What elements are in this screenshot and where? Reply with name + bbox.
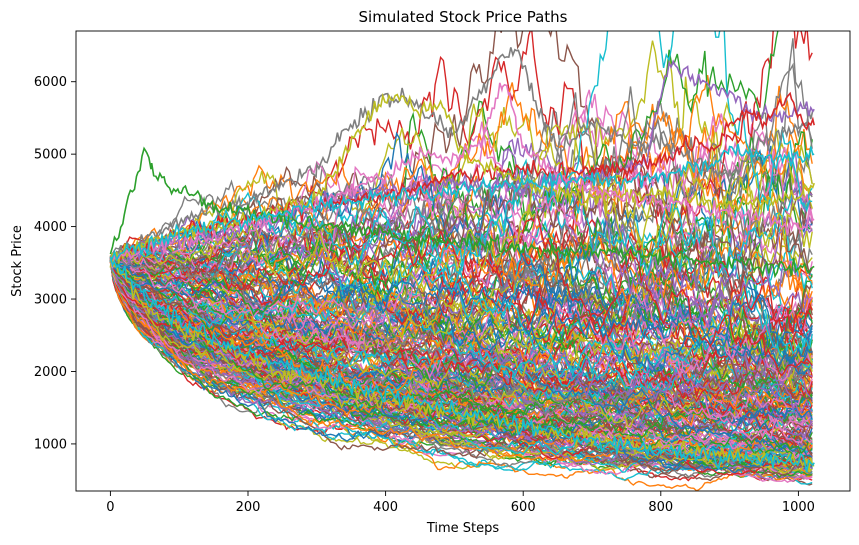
x-tick-label: 400 — [373, 500, 398, 515]
y-tick-label: 5000 — [34, 148, 67, 163]
plot-frame — [75, 30, 851, 492]
x-tick-label: 1000 — [782, 500, 815, 515]
price-path-line — [109, 255, 813, 382]
price-path-line-extreme — [109, 256, 815, 473]
price-path-line-extreme — [110, 59, 815, 264]
price-path-line — [109, 257, 813, 425]
price-path-line — [109, 258, 813, 456]
y-axis-title: Stock Price — [10, 225, 25, 297]
price-path-line — [109, 258, 813, 403]
price-path-line — [110, 31, 813, 260]
x-tick-label: 800 — [648, 500, 673, 515]
price-path-line — [109, 259, 813, 379]
price-path-line — [109, 82, 813, 258]
price-path-line — [109, 260, 813, 419]
price-path-line — [110, 180, 813, 278]
price-path-line — [109, 259, 813, 470]
y-tick-label: 4000 — [34, 220, 67, 235]
x-axis: 0 200 400 600 800 1000 — [106, 491, 815, 515]
price-path-line-extreme — [109, 91, 815, 267]
x-tick-label: 200 — [236, 500, 261, 515]
y-tick-label: 2000 — [34, 365, 67, 380]
y-tick-label: 6000 — [34, 75, 67, 90]
price-path-line — [109, 260, 813, 374]
x-tick-label: 0 — [106, 500, 114, 515]
price-path-line-extreme — [109, 82, 815, 268]
price-path-line — [110, 62, 813, 281]
price-path-line — [109, 113, 813, 265]
y-tick-label: 1000 — [34, 437, 67, 452]
price-path-line — [109, 256, 813, 443]
x-tick-label: 600 — [511, 500, 536, 515]
series-layer — [109, 31, 815, 491]
plot-area — [75, 30, 851, 492]
price-path-line-extreme — [110, 47, 815, 266]
price-path-line — [109, 31, 813, 267]
price-path-line-extreme — [109, 143, 815, 263]
price-path-line — [110, 214, 813, 372]
price-path-line — [110, 89, 813, 280]
y-tick-label: 3000 — [34, 293, 67, 308]
x-axis-title: Time Steps — [426, 521, 500, 536]
price-path-line-extreme — [109, 146, 815, 279]
chart-title: Simulated Stock Price Paths — [359, 8, 568, 26]
y-axis: 1000 2000 3000 4000 5000 6000 — [34, 75, 76, 452]
